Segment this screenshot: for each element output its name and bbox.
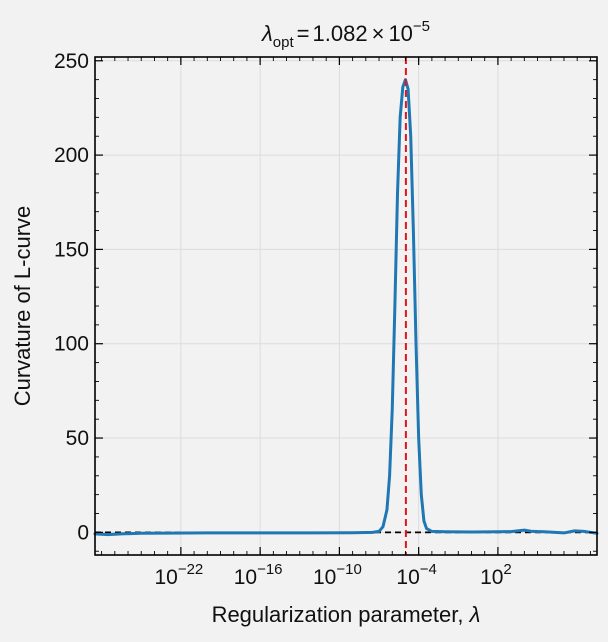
plot-frame: [94, 56, 598, 556]
y-tick-label: 100: [54, 333, 89, 356]
series-layer: [93, 57, 599, 555]
ticks: [95, 57, 597, 555]
x-axis-label: Regularization parameter, λ: [212, 602, 481, 627]
x-tick-label: 10−22: [154, 561, 203, 589]
tick-labels: 10−22 10−16 10−10 10−4 102 0 50 100 150 200 250: [54, 50, 512, 589]
x-tick-label: 10−10: [313, 561, 362, 589]
x-tick-label: 102: [480, 561, 512, 589]
y-tick-label: 50: [66, 427, 89, 450]
x-tick-label: 10−16: [234, 561, 283, 589]
grid: [95, 57, 597, 555]
curvature-series-line: [93, 78, 599, 537]
y-tick-label: 200: [54, 144, 89, 167]
y-axis-label: Curvature of L-curve: [10, 206, 35, 407]
y-tick-label: 250: [54, 50, 89, 73]
y-tick-label: 0: [77, 521, 89, 544]
x-tick-label: 10−4: [396, 561, 436, 589]
chart-title: λopt = 1.082 × 10−5: [261, 18, 430, 51]
y-tick-label: 150: [54, 238, 89, 261]
